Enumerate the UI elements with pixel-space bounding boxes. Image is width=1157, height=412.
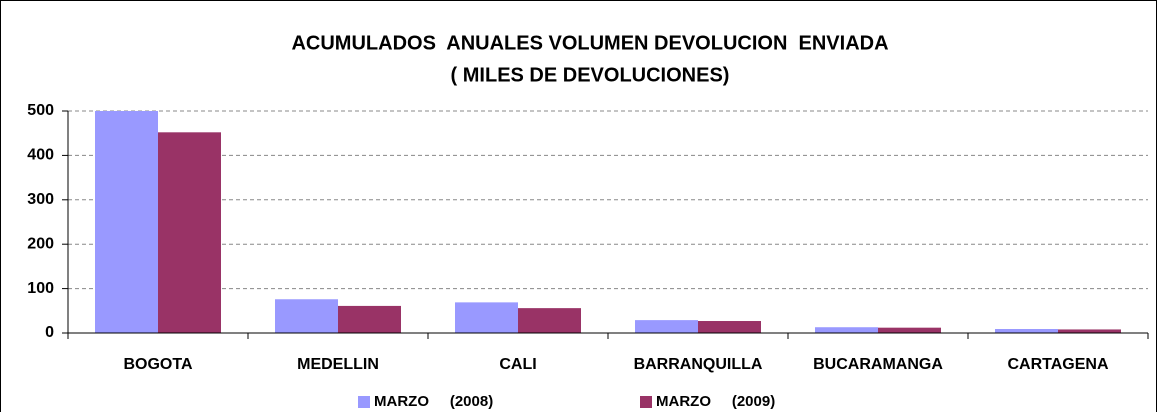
x-tick-label: BARRANQUILLA: [634, 356, 763, 373]
y-tick-label: 300: [27, 191, 54, 208]
y-tick-label: 500: [27, 102, 54, 119]
x-tick-label: CALI: [499, 356, 536, 373]
bar: [635, 320, 698, 333]
y-tick-label: 100: [27, 280, 54, 297]
bar: [95, 111, 158, 333]
chart-subtitle: ( MILES DE DEVOLUCIONES): [451, 64, 730, 86]
x-tick-label: BOGOTA: [123, 356, 192, 373]
bar: [815, 327, 878, 333]
bar: [518, 308, 581, 333]
bar: [698, 321, 761, 333]
bar: [275, 299, 338, 333]
bar: [338, 305, 401, 333]
x-tick-label: MEDELLIN: [297, 356, 379, 373]
legend-label: MARZO (2009): [656, 393, 775, 410]
legend-swatch: [640, 396, 652, 408]
y-tick-label: 200: [27, 235, 54, 252]
bar: [455, 302, 518, 333]
y-tick-label: 400: [27, 147, 54, 164]
bar: [995, 329, 1058, 333]
bar: [1058, 329, 1121, 333]
bar: [878, 327, 941, 333]
x-tick-label: CARTAGENA: [1007, 356, 1108, 373]
bar: [158, 132, 221, 333]
legend-label: MARZO (2008): [374, 393, 493, 410]
chart-title: ACUMULADOS ANUALES VOLUMEN DEVOLUCION EN…: [291, 32, 888, 54]
legend-swatch: [358, 396, 370, 408]
x-tick-label: BUCARAMANGA: [813, 356, 943, 373]
y-tick-label: 0: [45, 324, 54, 341]
